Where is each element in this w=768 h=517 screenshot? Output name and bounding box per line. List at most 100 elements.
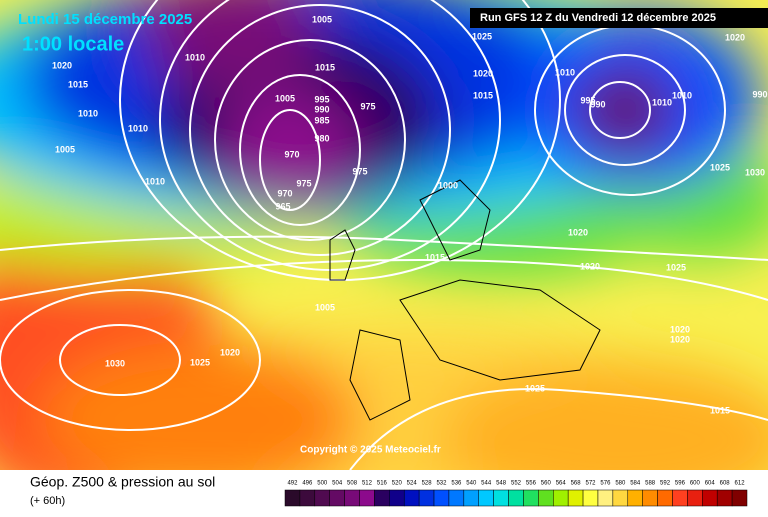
legend-label: 552 bbox=[511, 481, 522, 487]
legend-swatch bbox=[567, 489, 584, 507]
legend-swatch bbox=[478, 489, 494, 507]
legend-swatch bbox=[523, 489, 539, 507]
legend-label: 496 bbox=[302, 481, 313, 487]
color-legend: 492 496 500 504 508 512 516 520 524 528 532 536 540 5… bbox=[284, 481, 748, 507]
legend-label: 556 bbox=[526, 481, 537, 487]
legend-label: 516 bbox=[377, 481, 388, 487]
legend-label: 584 bbox=[630, 481, 641, 487]
legend-swatch bbox=[597, 489, 614, 507]
legend-swatch bbox=[687, 489, 703, 507]
isobar-label: 995 bbox=[314, 94, 329, 104]
isobar-label: 975 bbox=[360, 101, 375, 111]
isobar-label: 970 bbox=[284, 149, 299, 159]
legend-swatch bbox=[329, 489, 345, 507]
isobar-label: 1020 bbox=[220, 347, 240, 357]
isobar-label: 1015 bbox=[473, 90, 493, 100]
legend-swatch bbox=[299, 489, 316, 507]
isobar-label: 1010 bbox=[672, 90, 692, 100]
isobar-label: 1005 bbox=[312, 14, 332, 24]
isobar-label: 990 bbox=[752, 89, 767, 99]
legend-swatch bbox=[359, 489, 375, 507]
legend-label: 528 bbox=[422, 481, 433, 487]
isobar-label: 1025 bbox=[710, 162, 730, 172]
isobar-label: 1020 bbox=[568, 227, 588, 237]
legend-swatch bbox=[418, 489, 435, 507]
isobar-label: 1005 bbox=[275, 93, 295, 103]
isobar-label: 995 bbox=[580, 95, 595, 105]
isobar-label: 1015 bbox=[68, 79, 88, 89]
legend-label: 500 bbox=[317, 481, 328, 487]
legend-label: 520 bbox=[392, 481, 403, 487]
isobar-label: 1000 bbox=[438, 180, 458, 190]
legend-label: 492 bbox=[287, 481, 298, 487]
legend-swatch bbox=[433, 489, 450, 507]
legend-swatch bbox=[493, 489, 509, 507]
legend-label: 572 bbox=[586, 481, 597, 487]
forecast-date: Lundi 15 décembre 2025 bbox=[18, 11, 192, 28]
isobar-label: 1010 bbox=[185, 52, 205, 62]
forecast-time: 1:00 locale bbox=[22, 33, 124, 55]
legend-swatch bbox=[538, 489, 554, 507]
run-box bbox=[470, 8, 768, 28]
isobar-label: 1020 bbox=[670, 334, 690, 344]
legend-label: 568 bbox=[571, 481, 582, 487]
legend-label: 560 bbox=[541, 481, 552, 487]
legend-label: 612 bbox=[735, 481, 746, 487]
isobar-label: 1010 bbox=[78, 108, 98, 118]
isobar-label: 1015 bbox=[425, 252, 445, 262]
legend-swatch bbox=[582, 489, 599, 507]
isobar-label: 1025 bbox=[525, 383, 545, 393]
legend-swatch bbox=[731, 489, 748, 507]
footer-lead: (+ 60h) bbox=[30, 495, 65, 507]
legend-swatch bbox=[672, 489, 688, 507]
legend-label: 536 bbox=[451, 481, 462, 487]
isobar-label: 990 bbox=[590, 99, 605, 109]
legend-label: 608 bbox=[720, 481, 731, 487]
legend-swatch bbox=[716, 489, 733, 507]
isobar-label: 1015 bbox=[315, 62, 335, 72]
legend-label: 592 bbox=[660, 481, 671, 487]
isobar-label: 1020 bbox=[473, 68, 493, 78]
isobar-label: 1030 bbox=[105, 358, 125, 368]
isobar-label: 975 bbox=[296, 178, 311, 188]
run-info: Run GFS 12 Z du Vendredi 12 décembre 202… bbox=[480, 12, 716, 24]
isobar-label: 965 bbox=[275, 201, 290, 211]
isobar-label: 1010 bbox=[652, 97, 672, 107]
legend-swatch bbox=[314, 489, 330, 507]
isobar-label: 1010 bbox=[128, 123, 148, 133]
isobar-label: 990 bbox=[314, 104, 329, 114]
legend-swatch bbox=[702, 489, 718, 507]
legend-label: 544 bbox=[481, 481, 492, 487]
isobar-label: 1010 bbox=[555, 67, 575, 77]
isobar-label: 1010 bbox=[145, 176, 165, 186]
isobar-label: 980 bbox=[314, 133, 329, 143]
legend-swatch bbox=[374, 489, 390, 507]
legend-swatch bbox=[657, 489, 673, 507]
legend-swatch bbox=[448, 489, 465, 507]
legend-label: 600 bbox=[690, 481, 701, 487]
legend-label: 540 bbox=[466, 481, 477, 487]
isobar-label: 975 bbox=[352, 166, 367, 176]
legend-swatch bbox=[284, 489, 301, 507]
legend-label: 508 bbox=[347, 481, 358, 487]
isobar-label: 1015 bbox=[710, 405, 730, 415]
isobar-label: 1025 bbox=[666, 262, 686, 272]
legend-label: 564 bbox=[556, 481, 567, 487]
legend-label: 588 bbox=[645, 481, 656, 487]
legend-swatch bbox=[508, 489, 524, 507]
footer-title: Géop. Z500 & pression au sol bbox=[30, 474, 215, 490]
isobar-label: 1005 bbox=[315, 302, 335, 312]
legend-swatch bbox=[642, 489, 658, 507]
legend-label: 576 bbox=[600, 481, 611, 487]
isobar-label: 1020 bbox=[725, 32, 745, 42]
legend-swatch bbox=[403, 489, 420, 507]
isobar-label: 1030 bbox=[745, 167, 765, 177]
legend-label: 512 bbox=[362, 481, 373, 487]
legend-swatch bbox=[389, 489, 405, 507]
legend-label: 548 bbox=[496, 481, 507, 487]
legend-swatch bbox=[627, 489, 643, 507]
legend-swatch bbox=[344, 489, 360, 507]
